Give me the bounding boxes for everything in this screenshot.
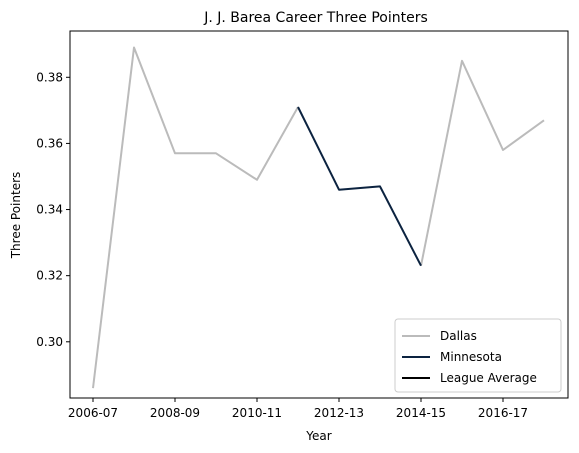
y-tick-label: 0.32	[36, 269, 63, 283]
x-tick-label: 2010-11	[232, 406, 282, 420]
chart-title: J. J. Barea Career Three Pointers	[203, 10, 428, 26]
series-line-minnesota-0	[297, 106, 422, 267]
series-line-dallas-0	[92, 46, 299, 389]
x-axis-label: Year	[305, 429, 331, 443]
y-tick-label: 0.30	[36, 335, 63, 349]
legend-label-league-average: League Average	[440, 371, 537, 385]
y-axis-label: Three Pointers	[9, 172, 23, 260]
x-tick-label: 2008-09	[150, 406, 200, 420]
legend-box	[394, 318, 562, 393]
y-tick-label: 0.36	[36, 136, 63, 150]
series-line-dallas-1	[420, 59, 545, 266]
x-tick-label: 2006-07	[68, 406, 118, 420]
y-axis-ticks: 0.30 0.32 0.34 0.36 0.38	[36, 70, 70, 349]
y-tick-label: 0.38	[36, 70, 63, 84]
plot-frame	[69, 30, 569, 399]
legend: Dallas Minnesota League Average	[394, 318, 562, 393]
x-tick-label: 2014-15	[396, 406, 446, 420]
legend-label-minnesota: Minnesota	[440, 350, 502, 364]
x-axis-ticks: 2006-07 2008-09 2010-11 2012-13 2014-15 2016-…	[68, 398, 528, 420]
legend-label-dallas: Dallas	[440, 329, 477, 343]
x-tick-label: 2012-13	[314, 406, 364, 420]
y-tick-label: 0.34	[36, 203, 63, 217]
series-layer	[92, 46, 545, 389]
x-tick-label: 2016-17	[478, 406, 528, 420]
